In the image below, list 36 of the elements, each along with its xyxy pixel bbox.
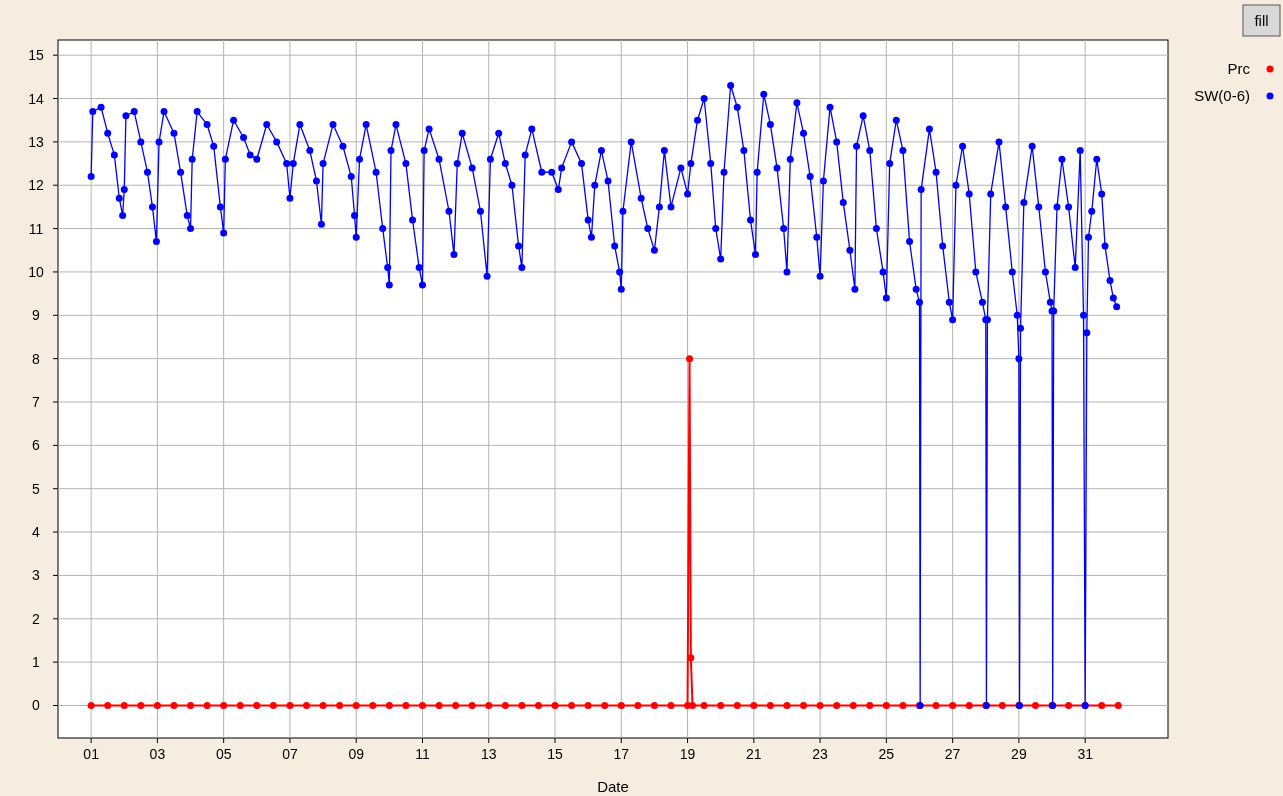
y-tick-label: 13: [28, 133, 44, 150]
y-tick-label: 7: [32, 394, 41, 411]
y-tick-label: 8: [32, 350, 41, 367]
y-tick-label: 6: [32, 437, 41, 454]
x-tick-label: 03: [149, 746, 166, 762]
y-tick-label: 12: [28, 177, 44, 194]
fill-button: fill: [1242, 4, 1281, 37]
x-tick-label: 11: [415, 746, 430, 762]
y-tick-label: 15: [28, 47, 44, 64]
x-tick-label: 07: [282, 746, 298, 762]
x-tick-label: 29: [1011, 746, 1027, 762]
y-tick-label: 2: [32, 610, 41, 627]
x-axis-title: Date: [597, 778, 629, 795]
legend-label: SW(0-6): [1194, 87, 1250, 104]
y-tick-label: 14: [28, 90, 44, 107]
legend-label: Prc: [1227, 60, 1251, 77]
x-tick-label: 27: [944, 746, 961, 762]
y-tick-label: 4: [32, 524, 41, 541]
x-tick-label: 25: [878, 746, 895, 762]
x-tick-label: 31: [1077, 746, 1094, 762]
y-tick-label: 3: [32, 567, 41, 584]
x-tick-label: 01: [83, 746, 100, 762]
y-tick-label: 5: [32, 480, 41, 497]
x-tick-label: 23: [812, 746, 829, 762]
x-tick-label: 21: [746, 746, 762, 762]
x-tick-label: 19: [679, 746, 696, 762]
x-tick-label: 09: [348, 746, 365, 762]
y-tick-label: 11: [28, 220, 44, 237]
y-tick-label: 0: [32, 697, 41, 714]
y-tick-label: 9: [32, 307, 41, 324]
y-tick-label: 1: [32, 654, 41, 671]
x-tick-label: 13: [480, 746, 497, 762]
x-tick-label: 17: [613, 746, 630, 762]
x-tick-label: 15: [547, 746, 564, 762]
y-tick-label: 10: [28, 263, 44, 280]
x-tick-label: 05: [215, 746, 232, 762]
